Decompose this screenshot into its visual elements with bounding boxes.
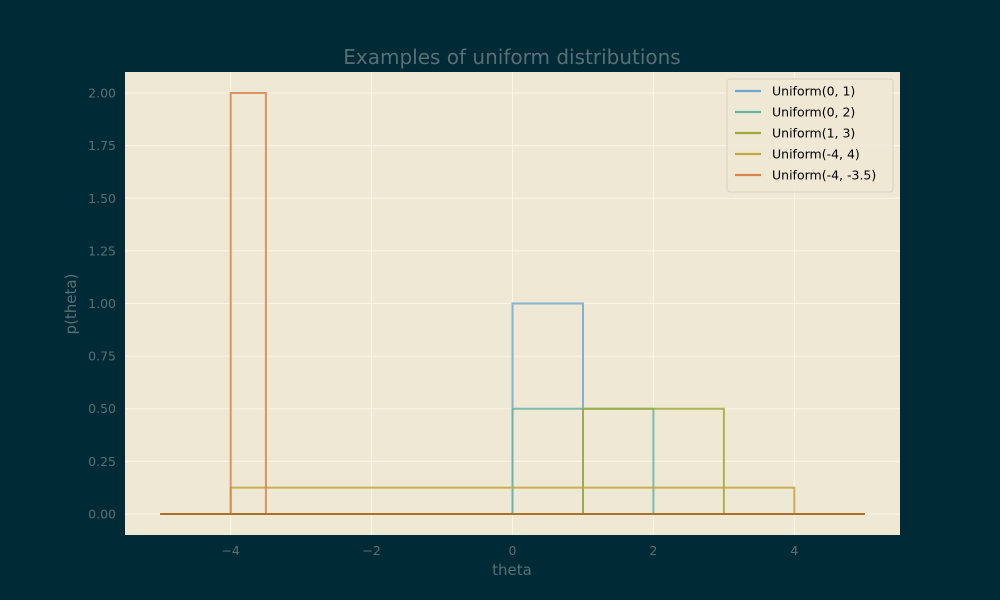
- series-layer: [160, 92, 865, 515]
- y-tick-label: 2.00: [88, 86, 116, 101]
- chart-title: Examples of uniform distributions: [343, 45, 680, 69]
- y-tick-label: 0.00: [88, 506, 116, 521]
- y-axis-label: p(theta): [62, 274, 80, 335]
- legend-label: Uniform(-4, 4): [772, 147, 860, 162]
- y-tick-label: 1.50: [88, 191, 116, 206]
- y-tick-label: 0.25: [88, 454, 116, 469]
- legend-label: Uniform(0, 1): [772, 84, 855, 99]
- y-tick-label: 0.75: [88, 349, 116, 364]
- x-tick-label: 0: [509, 543, 517, 558]
- legend-label: Uniform(-4, -3.5): [772, 168, 876, 183]
- y-tick-label: 1.00: [88, 296, 116, 311]
- y-tick-label: 0.50: [88, 401, 116, 416]
- legend: Uniform(0, 1) Uniform(0, 2) Uniform(1, 3) U…: [726, 78, 894, 193]
- ticks: −4 −2 0 2 4 0.00 0.25 0.50 0.75 1.00 1.25 1.50 1.75 2…: [88, 86, 798, 558]
- x-axis-label: theta: [492, 561, 532, 579]
- legend-label: Uniform(0, 2): [772, 105, 855, 120]
- y-tick-label: 1.25: [88, 243, 116, 258]
- x-tick-label: −2: [362, 543, 380, 558]
- x-tick-label: 4: [790, 543, 798, 558]
- x-tick-label: 2: [649, 543, 657, 558]
- x-tick-label: −4: [221, 543, 239, 558]
- legend-label: Uniform(1, 3): [772, 126, 855, 141]
- legend-box: [726, 78, 894, 193]
- y-tick-label: 1.75: [88, 138, 116, 153]
